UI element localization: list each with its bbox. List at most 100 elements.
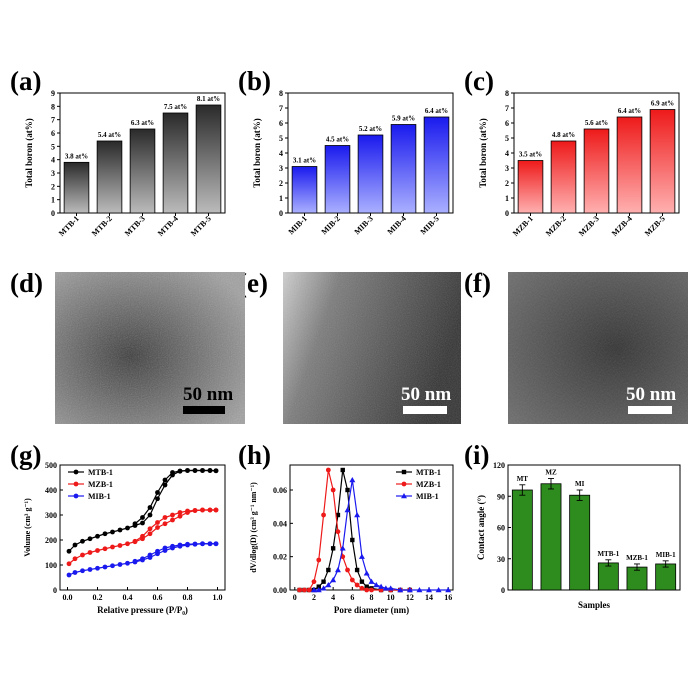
- x-tick-label-MIB-1: MIB-1: [287, 214, 309, 236]
- x-tick-label: 0.2: [93, 593, 103, 602]
- x-tick-label: 14: [425, 593, 433, 602]
- panel-label-h: (h): [238, 440, 271, 470]
- chart-pore-distribution: 0 2 4 6 8 10 12 14 16 0.00 0.02 0.04 0.06 Pore diamet…: [249, 464, 454, 615]
- data-point: [140, 515, 145, 520]
- panel-label-a: (a): [10, 66, 42, 96]
- data-point: [345, 567, 350, 573]
- data-point: [87, 567, 93, 572]
- scale-label: 50 nm: [183, 384, 234, 405]
- data-point: [369, 587, 374, 593]
- legend-label: MIB-1: [88, 492, 111, 501]
- data-point: [301, 587, 307, 593]
- bar-MIB-3: [357, 134, 384, 214]
- y-tick-label: 2: [505, 179, 509, 188]
- data-point: [147, 531, 153, 537]
- plot-area: 0 1 2 3 4 5 6 7 8 Total boron (at%) 3.5 at% MZB-1 4.…: [478, 89, 680, 238]
- x-tick-label: 0.8: [183, 593, 193, 602]
- legend-marker: [73, 481, 79, 487]
- data-label-MIB-4: 5.9 at%: [392, 115, 415, 123]
- data-label-MZB-2: 4.8 at%: [552, 131, 575, 139]
- data-point: [207, 468, 213, 473]
- bar-label-MZ: MZ: [545, 469, 557, 477]
- data-point: [185, 468, 190, 473]
- data-point: [80, 552, 85, 558]
- data-point: [330, 546, 336, 551]
- chart-boron-mib: 0 1 2 3 4 5 6 7 8 Total boron (at%) 3.1 at% MIB-1 4.…: [252, 89, 454, 236]
- y-tick-label: 5: [51, 142, 55, 151]
- data-point: [364, 587, 370, 593]
- x-tick-label: 6: [350, 593, 354, 602]
- data-point: [325, 582, 332, 588]
- data-point: [382, 585, 389, 591]
- plot-area: 0 2 4 6 8 10 12 14 16 0.00 0.02 0.04 0.06 Pore diamet…: [249, 464, 454, 615]
- y-tick-label: 6: [505, 119, 509, 128]
- data-point: [162, 545, 168, 551]
- data-point: [170, 470, 175, 475]
- data-label-MIB-5: 6.4 at%: [425, 107, 448, 115]
- data-point: [140, 520, 145, 526]
- y-tick-label: 0: [501, 586, 505, 595]
- data-point: [177, 542, 183, 548]
- bar-MZB-1: [517, 160, 544, 214]
- data-point: [200, 507, 205, 513]
- x-tick-label: 0: [293, 593, 297, 602]
- data-point: [177, 510, 183, 515]
- bar-MZ: [540, 483, 562, 591]
- data-point: [155, 490, 160, 495]
- bar-MIB-1: [291, 166, 318, 214]
- legend-marker: [401, 469, 407, 475]
- y-tick-label: 0: [51, 209, 55, 218]
- data-point: [72, 556, 78, 562]
- y-tick-label: 3: [505, 164, 509, 173]
- data-point: [102, 546, 108, 552]
- data-point: [95, 533, 100, 539]
- y-tick-label: 400: [45, 486, 57, 495]
- data-point: [406, 587, 413, 593]
- bar-MZB-2: [550, 140, 577, 214]
- data-point: [117, 562, 123, 567]
- data-point: [359, 585, 365, 591]
- y-tick-label: 200: [45, 536, 57, 545]
- tem-image-mzb: 50 nm: [508, 272, 688, 424]
- y-axis-label: Total boron (at%): [478, 118, 488, 188]
- series-line: [299, 469, 410, 591]
- y-tick-label: 30: [497, 555, 505, 564]
- x-tick-label: 1.0: [213, 593, 223, 602]
- bar-MZB-4: [616, 116, 643, 214]
- legend-marker: [73, 493, 79, 499]
- series-MIB-1: MIB-1: [310, 477, 452, 593]
- bar-MTB-5: [195, 104, 222, 214]
- data-point: [185, 508, 190, 514]
- y-tick-label: 0: [279, 209, 283, 218]
- data-label-MIB-3: 5.2 at%: [359, 125, 382, 133]
- y-tick-label: 7: [279, 104, 283, 113]
- x-tick-label-MTB-3: MTB-3: [123, 214, 147, 238]
- data-point: [147, 526, 153, 532]
- bar-MTB-4: [162, 112, 189, 214]
- data-point: [207, 507, 213, 513]
- data-point: [117, 543, 123, 548]
- bar-label-MIB-1: MIB-1: [656, 551, 676, 559]
- legend-label: MTB-1: [416, 468, 441, 477]
- data-point: [170, 517, 175, 523]
- y-tick-label: 0.02: [273, 553, 287, 562]
- data-point: [315, 587, 322, 593]
- data-point: [125, 541, 130, 547]
- data-point: [316, 557, 322, 563]
- desorption-line: [134, 509, 216, 542]
- data-point: [147, 512, 153, 518]
- tem-texture: [55, 272, 245, 424]
- data-point: [207, 541, 213, 547]
- data-point: [387, 585, 394, 591]
- x-tick-label-MTB-1: MTB-1: [57, 214, 81, 238]
- data-point: [416, 587, 423, 593]
- x-tick-label: 12: [406, 593, 414, 602]
- y-tick-label: 2: [279, 179, 283, 188]
- x-tick-label-MTB-2: MTB-2: [90, 214, 114, 238]
- data-point: [140, 556, 145, 562]
- data-point: [373, 582, 380, 588]
- tem-image-mtb: 50 nm: [55, 272, 245, 424]
- legend-marker: [401, 481, 407, 487]
- y-axis-label: Total boron (at%): [24, 118, 34, 188]
- desorption-line: [134, 469, 217, 525]
